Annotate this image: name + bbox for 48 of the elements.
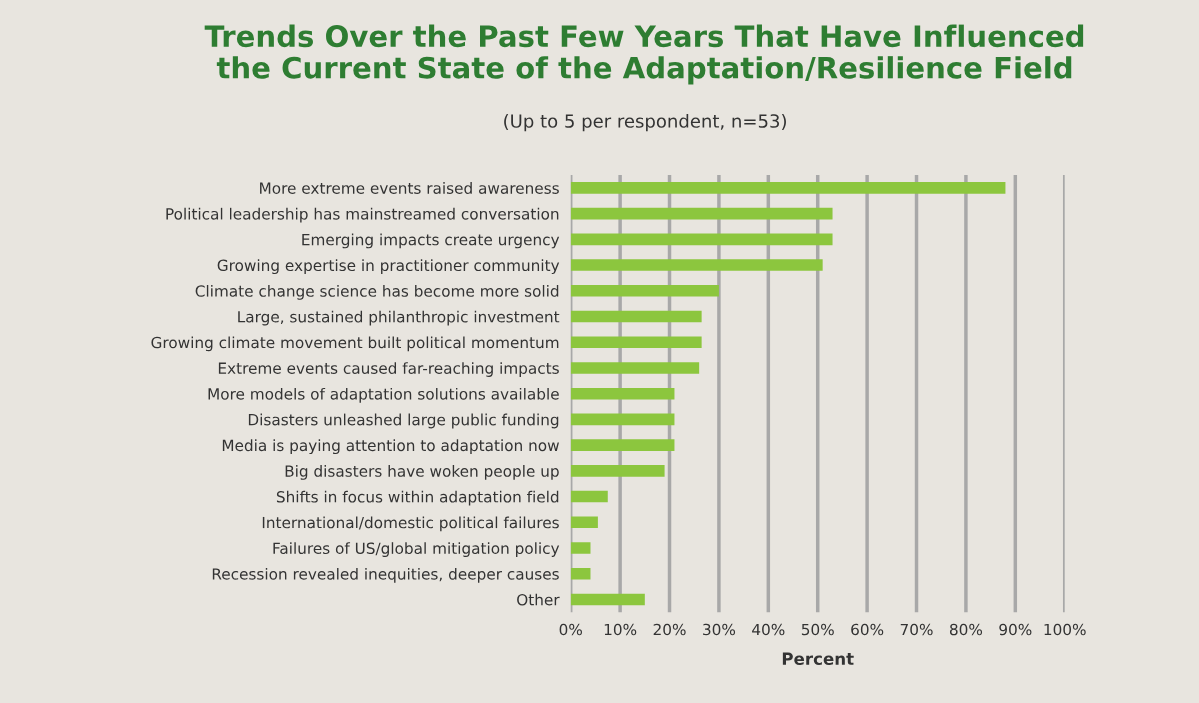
bar: [570, 336, 702, 349]
bar: [570, 567, 591, 580]
y-tick-label: Failures of US/global mitigation policy: [273, 542, 560, 557]
x-tick-label: 10%: [604, 623, 637, 636]
chart-subtitle: (Up to 5 per respondent, n=53): [504, 113, 786, 132]
y-tick-label: Political leadership has mainstreamed conversation: [166, 207, 559, 223]
y-tick-label: Large, sustained philanthropic investment: [238, 310, 560, 326]
bar: [570, 182, 1006, 194]
bar: [570, 593, 645, 606]
bar: [570, 259, 823, 271]
bar: [570, 285, 719, 297]
y-tick-label: Growing expertise in practitioner community: [217, 259, 560, 275]
x-tick-label: 70%: [900, 623, 933, 636]
chart-title: Trends Over the Past Few Years That Have Influenced the Current State of the Adaptation/Resilience Field: [204, 24, 1084, 85]
bar: [570, 465, 665, 477]
bar: [570, 413, 675, 426]
y-tick-label: Media is paying attention to adaptation now: [222, 439, 559, 455]
x-tick-label: 0%: [559, 623, 582, 636]
bar: [570, 207, 833, 220]
y-tick-label: Extreme events caused far-reaching impacts: [218, 362, 559, 377]
y-tick-label: Disasters unleashed large public funding: [248, 413, 559, 429]
y-tick-label: Climate change science has become more solid: [195, 284, 559, 300]
x-axis-title: Percent: [782, 652, 854, 665]
x-tick-label: 40%: [752, 623, 785, 636]
x-tick-label: 50%: [801, 623, 834, 636]
y-tick-label: More models of adaptation solutions available: [208, 387, 559, 403]
bar: [570, 233, 833, 246]
bar: [570, 490, 608, 503]
bar: [570, 362, 700, 374]
x-tick-label: 60%: [851, 623, 884, 636]
x-tick-label: 20%: [653, 623, 686, 636]
y-tick-label: Big disasters have woken people up: [285, 465, 559, 480]
x-tick-label: 100%: [1044, 623, 1086, 636]
bar: [570, 542, 591, 554]
x-tick-label: 30%: [703, 623, 736, 636]
y-tick-label: Shifts in focus within adaptation field: [276, 490, 559, 506]
bar: [570, 310, 702, 323]
y-tick-label: Recession revealed inequities, deeper causes: [212, 567, 559, 583]
y-tick-label: International/domestic political failures: [262, 516, 559, 532]
x-tick-label: 80%: [949, 623, 983, 636]
y-tick-label: More extreme events raised awareness: [260, 182, 559, 194]
bar: [570, 387, 675, 400]
y-tick-label: Other: [517, 593, 560, 606]
bar: [570, 516, 598, 529]
x-tick-label: 90%: [999, 623, 1032, 636]
y-tick-label: Emerging impacts create urgency: [302, 233, 560, 249]
y-tick-label: Growing climate movement built political momentum: [151, 336, 559, 352]
bar: [570, 439, 675, 451]
